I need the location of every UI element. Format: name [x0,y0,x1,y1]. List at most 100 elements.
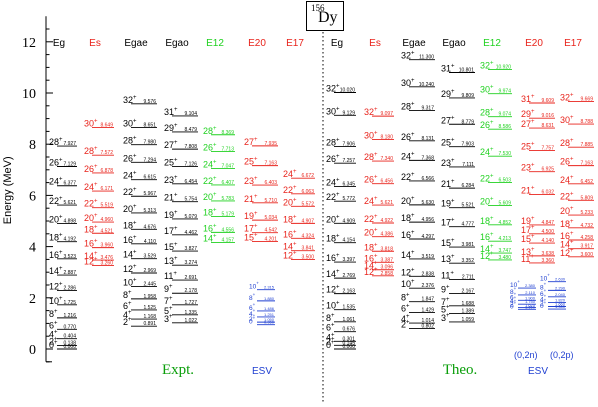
level-energy-label: 1.429 [421,307,434,313]
level-spin-label: 22+ [283,185,297,195]
y-axis-label: Energy (MeV) [2,156,14,224]
level-spin-label: 20+ [480,196,494,206]
level-energy-label: 0.138 [63,340,76,346]
level-energy-label: 8.131 [421,136,434,142]
level-energy-label: 2.110 [525,290,535,295]
level-energy-label: 1.216 [63,313,76,319]
level-spin-label: 28+ [84,146,98,156]
level-spin-label: 2+ [49,336,58,346]
level-energy-label: 1.727 [184,300,197,306]
level-spin-label: 22+ [480,174,494,184]
level-spin-label: 28+ [364,152,378,162]
level-energy-label: 1.335 [184,310,197,316]
level-spin-label: 17+ [164,226,178,236]
level-energy-label: 5.710 [264,198,277,204]
level-energy-label: 4.213 [498,236,511,242]
nucleus-mass-number: 156 [311,3,325,13]
column-header-expt-eg: Eg [53,38,65,49]
level-spin-label: 14+ [123,250,137,260]
level-energy-label: 4.258 [580,235,593,241]
level-spin-label: 2+ [326,336,335,346]
level-energy-label: 7.980 [143,140,156,146]
level-spin-label: 12+ [283,250,297,260]
level-spin-label: 10+ [123,277,137,287]
level-spin-label: 14+ [326,269,340,279]
level-energy-label: 5.179 [221,211,234,217]
level-spin-label: 28+ [401,101,415,111]
level-energy-label: 10.801 [459,67,475,73]
level-energy-label: 3.096 [380,265,393,271]
level-spin-label: 14+ [203,234,217,244]
level-spin-label: 23+ [521,163,535,173]
level-spin-label: 21+ [441,179,455,189]
level-spin-label: 0+ [326,340,335,350]
level-energy-label: 9.974 [498,89,511,95]
level-spin-label: 25+ [441,138,455,148]
level-energy-label: 1.168 [143,314,156,320]
level-energy-label: 4.852 [498,220,511,226]
level-spin-label: 30+ [84,119,98,129]
level-energy-label: 4.386 [380,232,393,238]
column-header-expt-egae: Egae [124,38,148,49]
level-spin-label: 14+ [480,244,494,254]
level-spin-label: 16+ [123,235,137,245]
level-spin-label: 0+ [249,316,256,326]
level-spin-label: 10+ [401,279,415,289]
level-energy-label: 5.079 [184,214,197,220]
level-energy-label: 2.167 [461,289,474,295]
level-spin-label: 26+ [364,175,378,185]
level-spin-label: 28+ [480,108,494,118]
level-spin-label: 24+ [203,160,217,170]
level-energy-label: 6.503 [498,178,511,184]
level-energy-label: 2.711 [462,275,474,281]
level-energy-label: 1.820 [555,297,566,302]
level-spin-label: 4+ [326,332,335,342]
level-energy-label: 1.059 [461,317,474,323]
level-energy-label: 7.294 [143,157,156,163]
level-spin-label: 17+ [244,224,258,234]
level-spin-label: 30+ [123,119,137,129]
level-spin-label: 6+ [401,303,410,313]
level-spin-label: 28+ [203,126,217,136]
level-spin-label: 7+ [441,297,450,307]
column-header-theo-e20: E20 [525,38,543,49]
level-energy-label: 1.251 [264,312,275,317]
level-spin-label: 24+ [480,147,494,157]
level-energy-label: 9.809 [461,93,474,99]
level-energy-label: 6.615 [143,175,156,181]
level-energy-label: 6.454 [184,179,197,185]
level-energy-label: 7.340 [380,156,393,162]
level-spin-label: 32+ [123,95,137,105]
level-spin-label: 22+ [364,214,378,224]
level-spin-label: 20+ [401,196,415,206]
level-energy-label: 3.981 [461,242,474,248]
level-spin-label: 19+ [244,211,258,221]
level-spin-label: 26+ [84,164,98,174]
level-spin-label: 14+ [283,242,297,252]
level-spin-label: 8+ [510,286,517,296]
level-energy-label: 1.061 [342,317,355,323]
level-spin-label: 11+ [521,254,534,264]
level-spin-label: 3+ [441,313,450,323]
level-spin-label: 30+ [364,131,378,141]
level-spin-label: 8+ [123,290,132,300]
level-energy-label: 3.519 [421,254,434,260]
level-energy-label: 4.960 [100,217,113,223]
level-spin-label: 15+ [441,238,455,248]
level-energy-label: 4.732 [580,223,593,229]
level-spin-label: 18+ [84,224,98,234]
column-header-theo-es: Es [369,38,381,49]
level-energy-label: 1.725 [63,300,76,306]
y-tick-label: 0 [29,343,36,358]
level-spin-label: 26+ [326,154,340,164]
level-energy-label: 1.880 [264,296,275,301]
level-spin-label: 2+ [540,298,547,308]
level-energy-label: 5.609 [498,200,511,206]
level-spin-label: 26+ [49,157,63,167]
level-energy-label: 2.691 [184,275,197,281]
level-spin-label: 24+ [84,182,98,192]
level-energy-label: 10.240 [419,82,435,88]
level-energy-label: 7.047 [221,164,234,170]
level-energy-label: 4.324 [301,233,314,239]
esv-sub-label: (0,2p) [550,350,574,360]
